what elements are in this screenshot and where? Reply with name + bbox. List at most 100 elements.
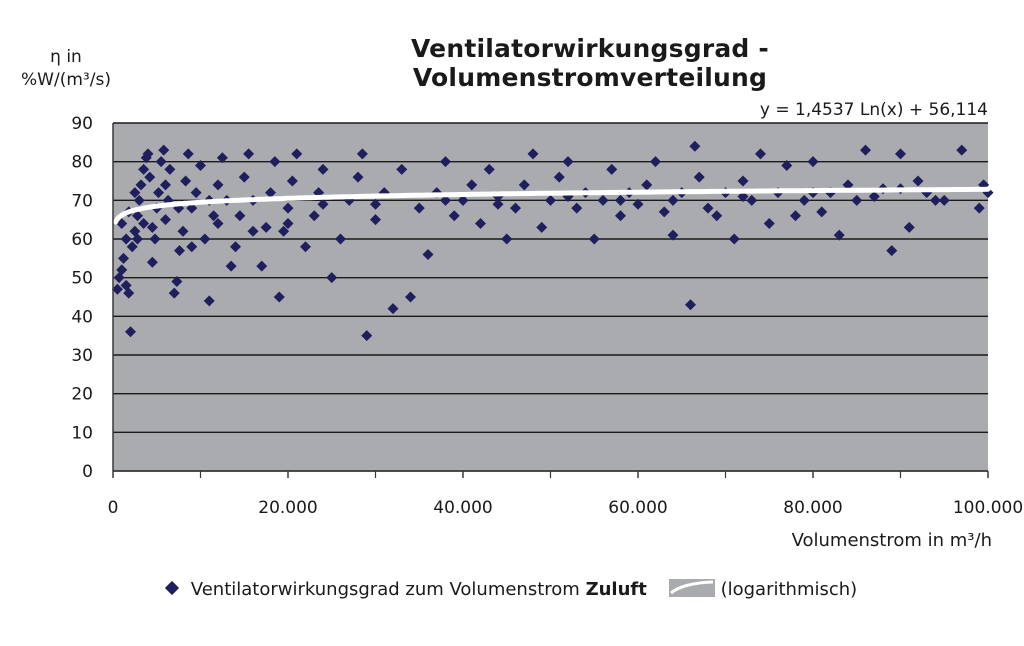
data-point (370, 198, 381, 210)
data-point (286, 175, 298, 187)
data-point (300, 241, 311, 253)
data-point (387, 303, 399, 315)
y-tick-label: 70 (71, 191, 93, 211)
data-point (833, 229, 845, 241)
data-point (335, 233, 346, 245)
plot-background (113, 123, 988, 471)
data-point (116, 264, 128, 276)
data-point (132, 210, 143, 222)
data-point (199, 233, 211, 245)
data-point (144, 171, 156, 183)
data-point (180, 175, 192, 187)
data-point (807, 156, 819, 168)
data-point (278, 225, 290, 237)
data-point (138, 218, 150, 230)
y-tick-label: 20 (71, 385, 93, 405)
data-point (737, 175, 749, 187)
data-point (405, 291, 416, 303)
data-point (650, 156, 661, 168)
trendline-equation: y = 1,4537 Ln(x) + 56,114 (759, 100, 988, 120)
x-tick-label: 60.000 (608, 498, 667, 518)
legend-item-scatter: Ventilatorwirkungsgrad zum Volumenstrom … (164, 578, 647, 600)
data-point (352, 171, 364, 183)
data-point (816, 206, 828, 218)
data-point (133, 194, 145, 206)
data-point (466, 179, 478, 191)
data-point (160, 214, 171, 226)
data-point (282, 218, 294, 230)
x-tick-label: 20.000 (258, 498, 317, 518)
data-point (142, 148, 154, 160)
data-point (422, 248, 434, 260)
x-axis-label: Volumenstrom in m³/h (791, 530, 992, 551)
data-point (120, 233, 132, 245)
data-point (129, 187, 141, 199)
x-tick-label: 100.000 (953, 498, 1023, 518)
data-point (615, 210, 626, 222)
data-point (501, 233, 513, 245)
data-point (457, 194, 469, 206)
data-point (553, 171, 565, 183)
legend-item-trendline: (logarithmisch) (668, 578, 858, 600)
data-point (632, 198, 644, 210)
data-point (413, 202, 425, 214)
y-tick-label: 10 (71, 423, 93, 443)
data-point (212, 179, 224, 191)
data-point (225, 260, 237, 272)
y-axis-label: η in %W/(m³/s) (18, 46, 114, 92)
data-point (790, 210, 801, 222)
data-point (728, 233, 740, 245)
data-point (711, 210, 723, 222)
x-tick-label: 40.000 (433, 498, 492, 518)
data-point (230, 241, 241, 253)
data-point (597, 194, 609, 206)
data-point (702, 202, 714, 214)
data-point (123, 287, 135, 299)
data-point (571, 202, 583, 214)
data-point (755, 148, 766, 160)
data-point (308, 210, 320, 222)
data-point (781, 160, 793, 172)
legend-trendline-label: (logarithmisch) (720, 578, 858, 600)
data-point (492, 198, 504, 210)
data-point (186, 241, 198, 253)
data-point (326, 272, 338, 284)
data-point (536, 221, 548, 233)
data-point (667, 229, 679, 241)
trendline (113, 186, 991, 225)
data-point (158, 144, 170, 156)
data-point (291, 148, 303, 160)
y-tick-label: 0 (82, 462, 93, 482)
data-point (146, 256, 158, 268)
data-point (615, 194, 626, 206)
data-point (190, 187, 202, 199)
data-point (125, 326, 136, 338)
data-point (174, 245, 185, 257)
data-point (860, 144, 871, 156)
x-tick-label: 80.000 (783, 498, 842, 518)
data-point (356, 148, 368, 160)
data-point (243, 148, 255, 160)
data-point (208, 210, 220, 222)
data-point (177, 225, 189, 237)
legend-scatter-label-bold: Zuluft (585, 578, 647, 600)
y-tick-label: 80 (71, 153, 93, 173)
legend-diamond-marker-icon (164, 580, 179, 595)
y-tick-label: 40 (71, 307, 93, 327)
data-point (260, 221, 272, 233)
data-point (956, 144, 968, 156)
data-point (182, 148, 194, 160)
data-point (361, 330, 373, 342)
data-point (247, 225, 259, 237)
data-point (658, 206, 670, 218)
data-point (895, 148, 906, 160)
data-point (798, 194, 810, 206)
y-axis-label-line1: η in (50, 47, 82, 67)
data-point (641, 179, 653, 191)
x-tick-label: 0 (108, 498, 119, 518)
data-point (171, 276, 183, 288)
y-tick-label: 60 (71, 230, 93, 250)
data-point (606, 163, 618, 175)
data-point (216, 152, 228, 164)
data-point (973, 202, 985, 214)
